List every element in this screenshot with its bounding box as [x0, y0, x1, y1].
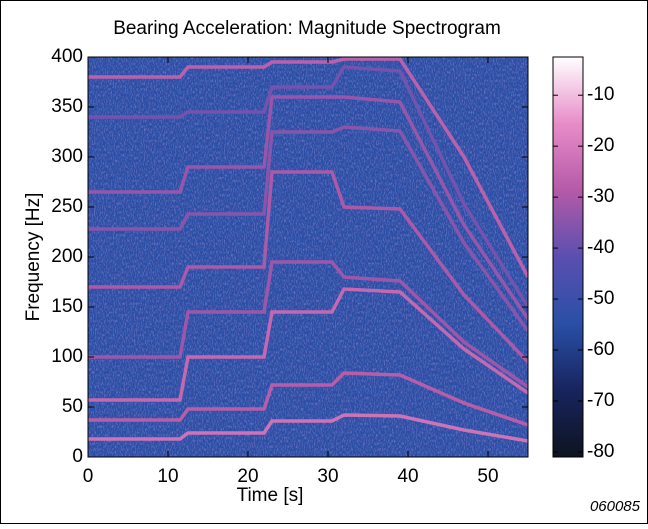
- harmonic-band: [88, 125, 528, 333]
- y-tick-label: 350: [51, 96, 83, 117]
- y-tick-label: 0: [72, 446, 83, 467]
- harmonic-band: [88, 287, 528, 402]
- colorbar-tick-label: -60: [587, 339, 614, 360]
- x-tick-label: 0: [83, 466, 94, 487]
- bands: [88, 57, 528, 443]
- figure-code: 060085: [590, 498, 641, 515]
- y-tick-label: 250: [51, 196, 83, 217]
- y-tick-label: 300: [51, 146, 83, 167]
- colorbar-tick-label: -40: [587, 237, 614, 258]
- x-tick-label: 20: [237, 466, 258, 487]
- y-axis-label: Frequency [Hz]: [23, 193, 44, 322]
- x-tick-label: 40: [397, 466, 418, 487]
- x-tick-label: 30: [317, 466, 338, 487]
- harmonic-band: [88, 371, 528, 427]
- harmonic-band: [88, 57, 528, 278]
- spectrogram-noise: [88, 57, 528, 457]
- y-tick-label: 50: [62, 396, 83, 417]
- colorbar-tick-label: -50: [587, 288, 614, 309]
- harmonic-band: [88, 413, 528, 443]
- colorbar-tick-label: -20: [587, 135, 614, 156]
- x-axis-label: Time [s]: [237, 485, 304, 506]
- colorbar-tick-label: -80: [587, 441, 614, 462]
- harmonic-band: [88, 65, 528, 308]
- colorbar-tick-label: -10: [587, 84, 614, 105]
- harmonic-band: [88, 95, 528, 320]
- colorbar-tick-label: -70: [587, 390, 614, 411]
- harmonic-band: [88, 170, 528, 364]
- y-tick-label: 400: [51, 46, 83, 67]
- y-tick-label: 200: [51, 246, 83, 267]
- colorbar: [552, 56, 584, 458]
- x-tick-label: 10: [157, 466, 178, 487]
- y-tick-label: 150: [51, 296, 83, 317]
- colorbar-tick-label: -30: [587, 186, 614, 207]
- y-tick-label: 100: [51, 346, 83, 367]
- harmonic-band: [88, 260, 528, 389]
- x-tick-label: 50: [477, 466, 498, 487]
- chart-title: Bearing Acceleration: Magnitude Spectrog…: [113, 18, 501, 39]
